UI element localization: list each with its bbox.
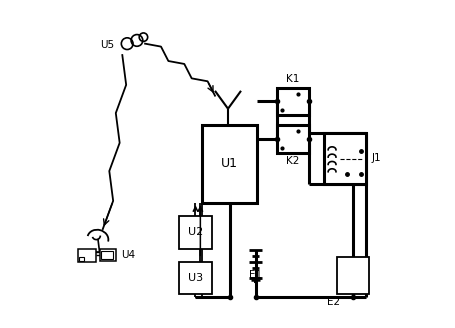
Bar: [79, 257, 84, 260]
Text: U1: U1: [221, 157, 238, 171]
Bar: [323, 133, 365, 183]
Text: U2: U2: [187, 227, 202, 237]
Bar: [179, 261, 211, 294]
Text: K1: K1: [286, 74, 299, 84]
Text: U3: U3: [187, 273, 202, 283]
Text: E2: E2: [326, 297, 339, 307]
Bar: [78, 249, 96, 261]
Text: K2: K2: [286, 156, 299, 166]
Bar: [179, 216, 211, 249]
Bar: [276, 125, 308, 153]
Bar: [276, 88, 308, 115]
Text: E1: E1: [248, 270, 262, 279]
Text: U4: U4: [121, 250, 135, 260]
Bar: [101, 251, 112, 259]
Bar: [99, 249, 116, 261]
Bar: [202, 125, 257, 203]
Text: U5: U5: [100, 40, 114, 50]
Bar: [336, 257, 369, 294]
Text: J1: J1: [370, 153, 380, 163]
